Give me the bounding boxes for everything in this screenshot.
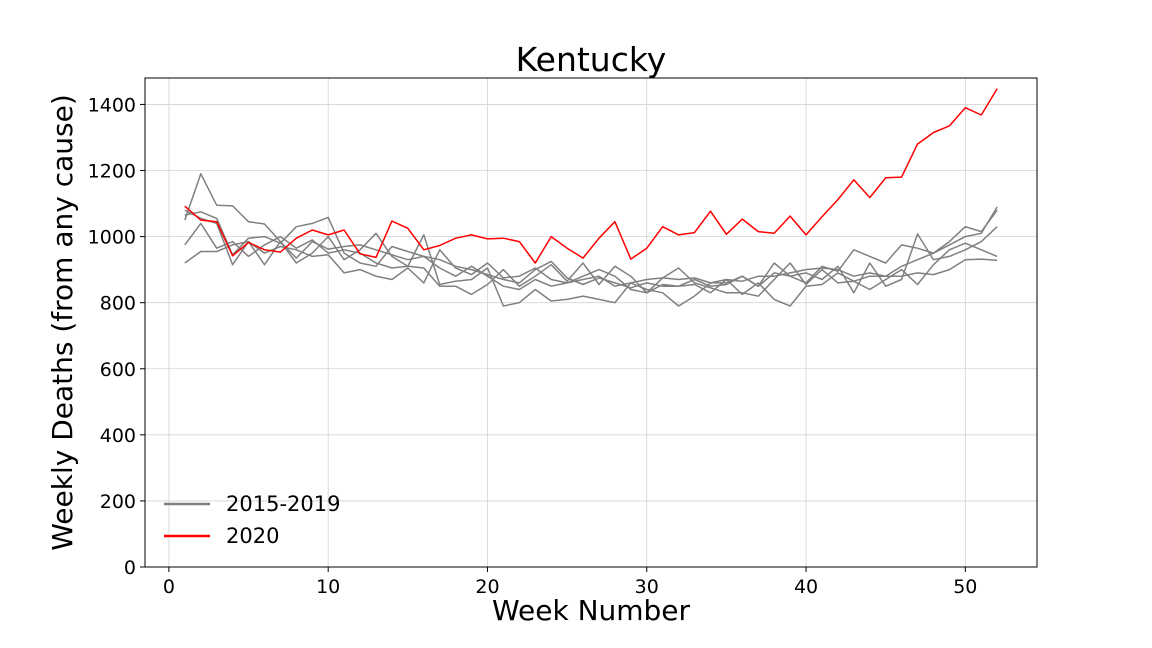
legend: 2015-2019 2020 <box>164 492 340 548</box>
plot-frame <box>144 77 1038 568</box>
x-axis-title: Week Number <box>492 594 691 627</box>
ticks: 0 10 20 30 40 50 0 200 400 600 800 1000 1200 1400 <box>88 94 978 598</box>
chart-title: Kentucky <box>516 40 667 79</box>
series-line-3 <box>184 222 998 307</box>
grid <box>145 78 1037 568</box>
y-tick-label: 400 <box>100 425 136 447</box>
y-tick-label: 0 <box>124 557 136 579</box>
y-tick-label: 800 <box>100 293 136 315</box>
y-axis-title: Weekly Deaths (from any cause) <box>46 94 79 551</box>
y-tick-label: 1400 <box>88 94 136 116</box>
series-line-5 <box>184 209 998 297</box>
x-tick-label: 10 <box>316 576 340 598</box>
legend-label: 2020 <box>226 524 279 548</box>
y-tick-label: 1200 <box>88 161 136 183</box>
y-tick-label: 1000 <box>88 227 136 249</box>
series-line-2 <box>184 209 998 289</box>
series-line-6 <box>184 88 998 264</box>
y-tick-label: 600 <box>100 359 136 381</box>
x-tick-label: 40 <box>794 576 818 598</box>
x-tick-label: 20 <box>475 576 499 598</box>
x-tick-label: 0 <box>163 576 175 598</box>
x-tick-label: 50 <box>953 576 977 598</box>
series-lines <box>184 88 998 307</box>
x-tick-label: 30 <box>635 576 659 598</box>
legend-label: 2015-2019 <box>226 492 340 516</box>
y-tick-label: 200 <box>100 491 136 513</box>
